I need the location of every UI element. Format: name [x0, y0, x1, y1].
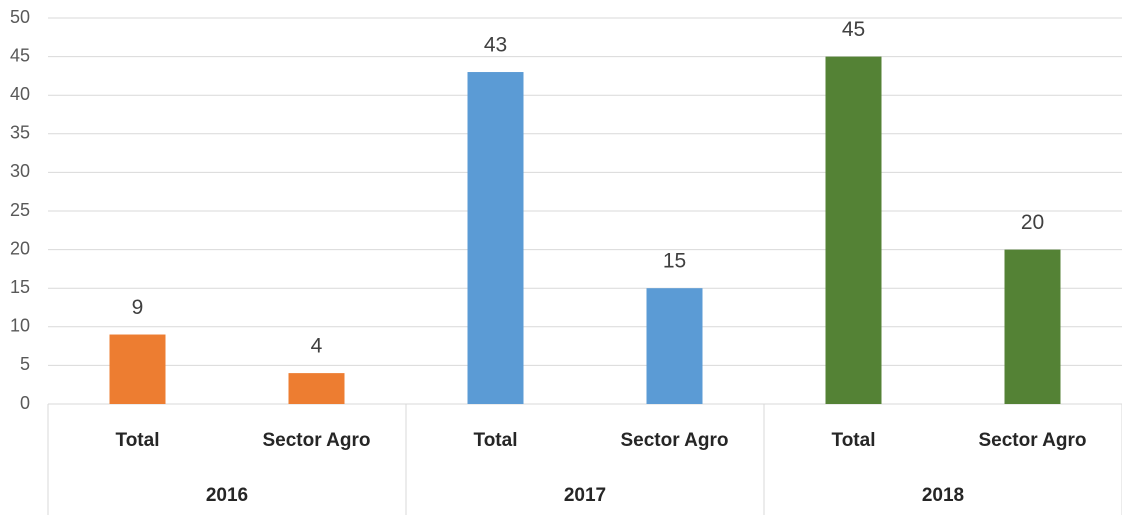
- x-tick-label: Total: [832, 430, 876, 451]
- group-label: 2018: [922, 485, 964, 506]
- bar: [109, 334, 166, 404]
- y-tick-label: 40: [10, 84, 30, 104]
- group-label: 2016: [206, 485, 248, 506]
- x-tick-label: Total: [474, 430, 518, 451]
- y-tick-label: 20: [10, 238, 30, 258]
- bar: [646, 288, 703, 404]
- x-tick-label: Total: [116, 430, 160, 451]
- bar: [825, 56, 882, 404]
- data-label: 43: [484, 34, 507, 57]
- y-tick-label: 5: [20, 354, 30, 374]
- x-tick-label: Sector Agro: [978, 430, 1086, 451]
- data-label: 45: [842, 18, 865, 41]
- data-label: 4: [311, 335, 323, 358]
- group-label: 2017: [564, 485, 606, 506]
- y-tick-label: 30: [10, 161, 30, 181]
- y-tick-label: 50: [10, 7, 30, 27]
- bar: [467, 72, 524, 404]
- y-tick-label: 10: [10, 316, 30, 336]
- x-tick-label: Sector Agro: [262, 430, 370, 451]
- y-tick-label: 15: [10, 277, 30, 297]
- bar: [288, 373, 345, 404]
- x-tick-label: Sector Agro: [620, 430, 728, 451]
- y-tick-label: 45: [10, 45, 30, 65]
- data-label: 15: [663, 250, 686, 273]
- bar: [1004, 249, 1061, 404]
- data-label: 9: [132, 296, 144, 319]
- y-tick-label: 0: [20, 393, 30, 413]
- data-label: 20: [1021, 211, 1044, 234]
- y-tick-label: 25: [10, 200, 30, 220]
- y-tick-label: 35: [10, 123, 30, 143]
